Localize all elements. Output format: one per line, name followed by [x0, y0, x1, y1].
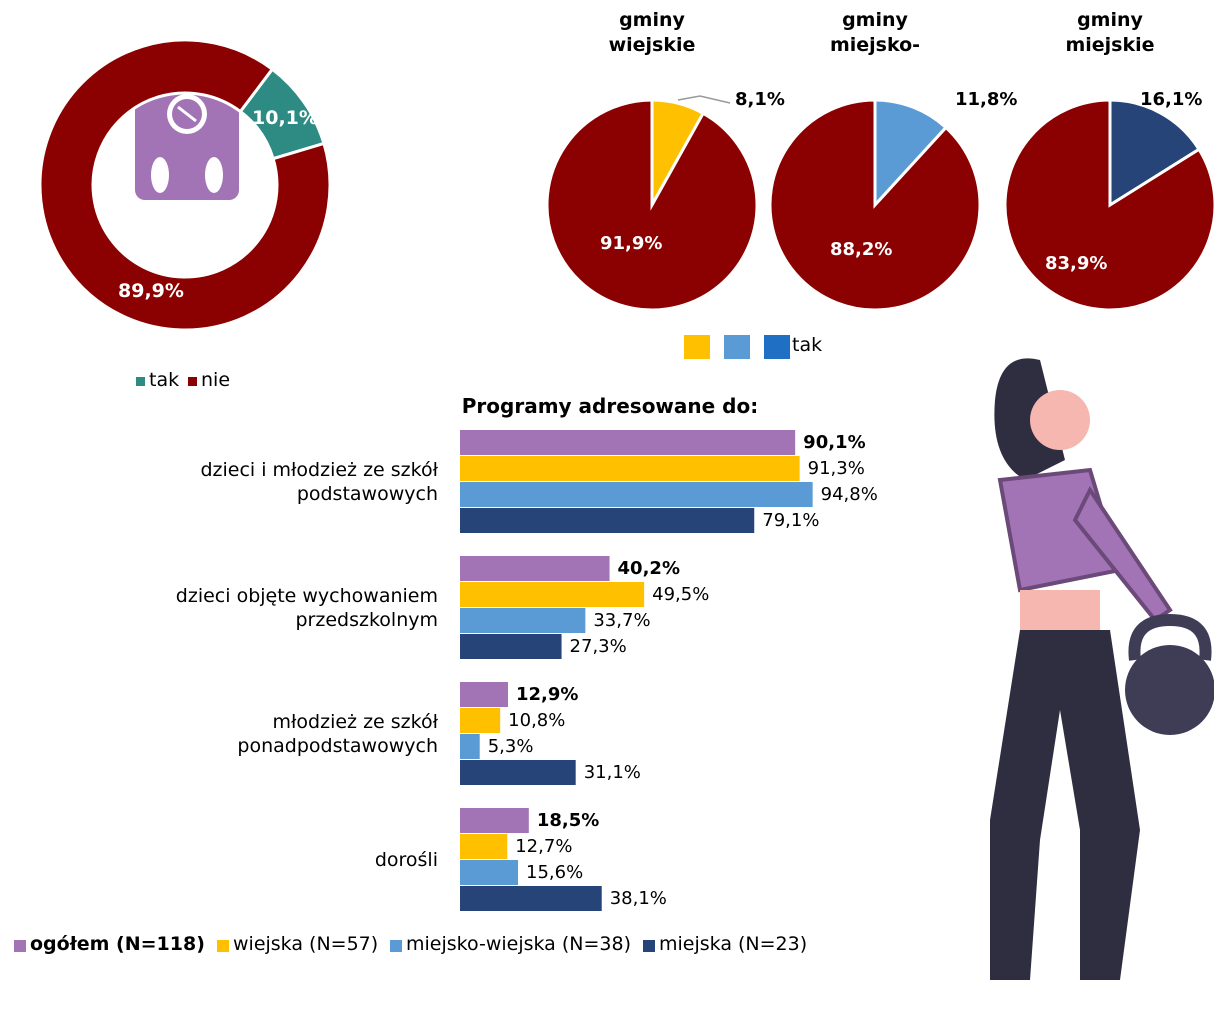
slice: [873, 98, 949, 209]
value-label: 16,1%: [1140, 89, 1203, 110]
value-label: 89,9%: [118, 280, 184, 302]
pie-title: gminy wiejskie: [608, 9, 696, 56]
bar: [460, 834, 508, 859]
bar: [460, 682, 508, 707]
legend-swatch: [643, 940, 655, 952]
bar: [460, 608, 586, 633]
bar: [460, 556, 610, 581]
category-label: młodzież ze szkół ponadpodstawowych: [237, 710, 438, 758]
legend-label: tak: [792, 334, 823, 356]
slice: [1108, 98, 1202, 208]
value-label: 12,9%: [515, 684, 579, 705]
chart-title: Programy adresowane do:: [461, 394, 759, 418]
category-label: dzieci objęte wychowaniem przedszkolnym: [175, 584, 438, 632]
bar: [460, 734, 480, 759]
legend-label: miejska (N=23): [659, 933, 808, 955]
bar: [460, 634, 562, 659]
slice: [768, 98, 982, 312]
value-label: 91,3%: [807, 458, 865, 479]
pie-title: gminy miejsko-: [829, 9, 921, 56]
legend-swatch: [390, 940, 402, 952]
category-label: dzieci i młodzież ze szkół podstawowych: [200, 458, 438, 506]
bar: [460, 582, 645, 607]
legend-swatch: [217, 940, 229, 952]
pie-title: gminy miejskie: [1065, 9, 1155, 56]
legend-swatch: [188, 377, 197, 386]
legend-swatch: [724, 335, 750, 359]
value-label: 49,5%: [652, 584, 710, 605]
slice: [38, 38, 332, 332]
legend-label: miejsko-wiejska (N=38): [406, 933, 631, 955]
bar: [460, 886, 602, 911]
bar: [460, 430, 796, 455]
value-label: 15,6%: [526, 862, 584, 883]
legend-label: nie: [201, 369, 231, 391]
value-label: 88,2%: [830, 239, 893, 260]
value-label: 83,9%: [1045, 253, 1108, 274]
legend-swatch: [764, 335, 790, 359]
value-label: 18,5%: [536, 810, 600, 831]
category-label: dorośli: [374, 848, 438, 871]
value-label: 10,8%: [508, 710, 566, 731]
bar: [460, 482, 813, 507]
legend-swatch: [136, 377, 145, 386]
scale-icon: [135, 88, 239, 200]
bar: [460, 508, 755, 533]
legend-label: wiejska (N=57): [233, 933, 379, 955]
value-label: 79,1%: [762, 510, 820, 531]
value-label: 11,8%: [955, 89, 1018, 110]
legend-label: tak: [149, 369, 180, 391]
bar: [460, 456, 800, 481]
value-label: 40,2%: [617, 558, 680, 579]
value-label: 10,1%: [252, 107, 318, 129]
bar: [460, 708, 501, 733]
value-label: 91,9%: [600, 233, 663, 254]
bar: [460, 860, 519, 885]
value-label: 38,1%: [609, 888, 667, 909]
value-label: 12,7%: [515, 836, 573, 857]
woman-illustration: [990, 358, 1214, 980]
value-label: 27,3%: [569, 636, 627, 657]
bar: [460, 808, 529, 833]
legend-swatch: [14, 940, 26, 952]
leader-line: [677, 95, 731, 104]
value-label: 8,1%: [735, 89, 785, 110]
slice: [545, 98, 759, 312]
value-label: 31,1%: [583, 762, 641, 783]
legend-swatch: [684, 335, 710, 359]
value-label: 33,7%: [593, 610, 651, 631]
value-label: 5,3%: [487, 736, 534, 757]
bar: [460, 760, 576, 785]
slice: [1003, 98, 1214, 312]
value-label: 90,1%: [803, 432, 866, 453]
value-label: 94,8%: [820, 484, 878, 505]
legend-label: ogółem (N=118): [30, 933, 205, 955]
